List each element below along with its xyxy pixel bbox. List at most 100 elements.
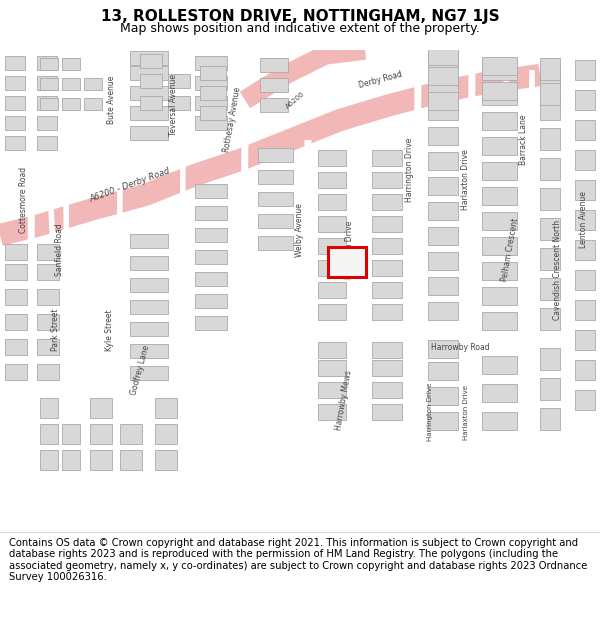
Bar [428, 92, 458, 110]
Bar [318, 342, 346, 358]
Bar [90, 450, 112, 470]
Bar [328, 247, 366, 277]
Bar [258, 214, 293, 228]
Bar [40, 78, 58, 90]
Bar [318, 194, 346, 210]
Bar [428, 152, 458, 170]
Bar [372, 404, 402, 420]
Bar [428, 277, 458, 295]
Bar [90, 398, 112, 418]
Bar [372, 360, 402, 376]
Bar [130, 344, 168, 358]
Bar [428, 102, 458, 120]
Bar [195, 96, 227, 110]
Bar [120, 424, 142, 444]
Bar [575, 120, 595, 140]
Bar [482, 62, 517, 80]
Bar [37, 314, 59, 330]
Bar [540, 58, 560, 80]
Bar [40, 58, 58, 70]
Bar [40, 424, 58, 444]
Text: Kyle Street: Kyle Street [106, 309, 115, 351]
Bar [540, 348, 560, 370]
Bar [168, 96, 190, 110]
Bar [195, 206, 227, 220]
Bar [482, 112, 517, 130]
Text: Barrack Lane: Barrack Lane [520, 115, 529, 165]
Bar [428, 127, 458, 145]
Bar [372, 304, 402, 320]
Bar [318, 404, 346, 420]
Bar [540, 158, 560, 180]
Bar [37, 96, 57, 110]
Bar [372, 238, 402, 254]
Bar [155, 398, 177, 418]
Bar [195, 272, 227, 286]
Text: 13, ROLLESTON DRIVE, NOTTINGHAM, NG7 1JS: 13, ROLLESTON DRIVE, NOTTINGHAM, NG7 1JS [101, 9, 499, 24]
Text: Map shows position and indicative extent of the property.: Map shows position and indicative extent… [120, 22, 480, 35]
Bar [540, 188, 560, 210]
Bar [37, 244, 59, 260]
Bar [372, 172, 402, 188]
Bar [482, 87, 517, 105]
Bar [372, 194, 402, 210]
Bar [372, 342, 402, 358]
Bar [428, 52, 458, 70]
Bar [168, 74, 190, 88]
Text: Rolleston Drive: Rolleston Drive [346, 221, 355, 279]
Bar [130, 366, 168, 380]
Bar [195, 316, 227, 330]
Bar [37, 116, 57, 130]
Bar [482, 137, 517, 155]
Bar [540, 98, 560, 120]
Text: Harlaxton Drive: Harlaxton Drive [461, 149, 470, 211]
Bar [140, 96, 162, 110]
Bar [195, 56, 227, 70]
Bar [575, 60, 595, 80]
Bar [372, 382, 402, 398]
Bar [62, 78, 80, 90]
Bar [318, 238, 346, 254]
Bar [130, 51, 168, 65]
Bar [482, 312, 517, 330]
Bar [372, 282, 402, 298]
Bar [5, 264, 27, 280]
Text: Cavendish Crescent North: Cavendish Crescent North [554, 220, 563, 320]
Bar [482, 212, 517, 230]
Bar [200, 86, 226, 100]
Bar [84, 78, 102, 90]
Bar [318, 382, 346, 398]
Bar [130, 322, 168, 336]
Bar [155, 424, 177, 444]
Text: Harrowby Mews: Harrowby Mews [334, 369, 354, 431]
Text: Harlaxton Drive: Harlaxton Drive [463, 384, 469, 439]
Bar [130, 300, 168, 314]
Bar [40, 450, 58, 470]
Text: Bute Avenue: Bute Avenue [107, 76, 116, 124]
Bar [195, 250, 227, 264]
Bar [195, 76, 227, 90]
Bar [130, 86, 168, 100]
Bar [120, 450, 142, 470]
Bar [575, 180, 595, 200]
Bar [195, 228, 227, 242]
Bar [482, 187, 517, 205]
Bar [428, 340, 458, 358]
Bar [575, 210, 595, 230]
Bar [575, 330, 595, 350]
Bar [428, 252, 458, 270]
Bar [428, 49, 458, 65]
Bar [140, 74, 162, 88]
Bar [130, 256, 168, 270]
Bar [318, 260, 346, 276]
Bar [260, 78, 288, 92]
Bar [428, 202, 458, 220]
Bar [258, 170, 293, 184]
Bar [258, 148, 293, 162]
Bar [5, 56, 25, 70]
Bar [540, 128, 560, 150]
Bar [62, 450, 80, 470]
Bar [482, 82, 517, 100]
Bar [372, 216, 402, 232]
Bar [37, 289, 59, 305]
